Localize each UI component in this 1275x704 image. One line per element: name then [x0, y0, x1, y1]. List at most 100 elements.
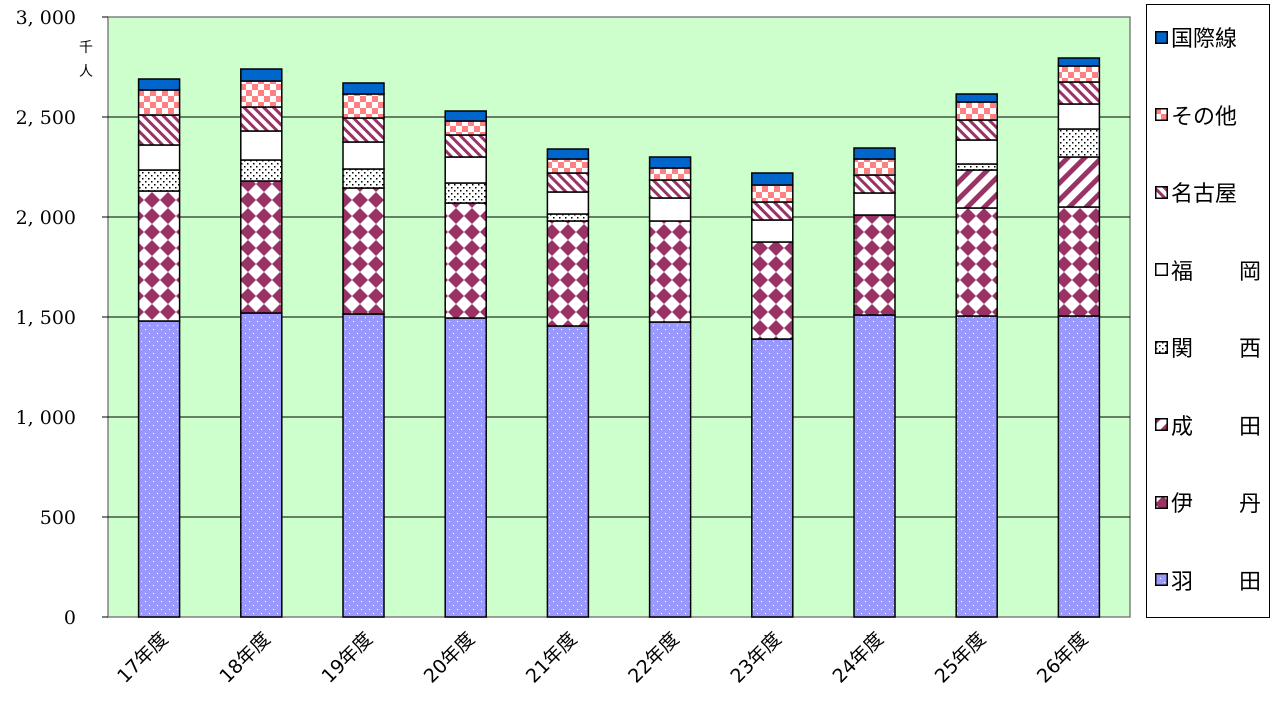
legend-swatch-international: [1155, 30, 1168, 44]
bar-international-9: [955, 93, 998, 103]
legend-label-narita: 成田: [1171, 414, 1261, 440]
bar-nagoya-6: [648, 179, 692, 199]
y-tick-label: 3, 000: [16, 7, 76, 29]
legend-item-international: 国際線: [1155, 22, 1261, 52]
bar-international-3: [342, 82, 385, 95]
bar-fukuoka-6: [648, 197, 692, 222]
bar-nagoya-5: [546, 172, 590, 193]
legend-swatch-itami: [1155, 495, 1168, 509]
legend-swatch-kansai: [1155, 340, 1168, 354]
x-axis: 17年度 18年度 19年度 20年度 21年度 22年度 23年度 24年度 25年度 26年度: [113, 628, 1092, 688]
legend-label-other: その他: [1171, 104, 1238, 130]
y-tick-label: 2, 000: [16, 207, 76, 229]
bar-kansai-3: [342, 168, 385, 189]
legend-label-kansai: 関西: [1171, 337, 1261, 362]
legend-label-haneda: 羽田: [1171, 569, 1261, 595]
bar-itami-9: [955, 207, 998, 317]
y-tick-label: 2, 500: [16, 107, 76, 129]
legend-item-haneda: 羽田: [1155, 565, 1261, 595]
unit-label-char-1: 千: [79, 40, 93, 56]
legend: 国際線その他名古屋福岡関西成田伊丹羽田: [1146, 4, 1270, 618]
x-tick-label: 21年度: [522, 628, 582, 688]
bar-other-4: [444, 120, 487, 136]
bar-international-2: [240, 68, 283, 82]
bar-haneda-2: [240, 312, 283, 618]
bar-itami-6: [648, 220, 692, 323]
legend-label-fukuoka: 福岡: [1171, 259, 1261, 285]
bar-other-7: [751, 184, 794, 203]
bar-kansai-4: [444, 182, 487, 204]
bar-haneda-1: [137, 320, 181, 618]
x-tick-label: 25年度: [931, 628, 991, 688]
bar-nagoya-9: [955, 119, 998, 141]
legend-swatch-fukuoka: [1155, 263, 1168, 276]
y-tick-label: 0: [64, 607, 76, 629]
x-tick-label: 24年度: [829, 628, 889, 688]
bar-nagoya-3: [342, 117, 385, 143]
bar-other-5: [546, 158, 590, 174]
bar-haneda-3: [342, 313, 385, 618]
bar-stack-8: [853, 147, 896, 618]
legend-item-other: その他: [1155, 100, 1261, 130]
bar-other-8: [853, 158, 896, 176]
bar-haneda-4: [444, 317, 487, 618]
bar-stack-4: [444, 110, 487, 618]
bar-itami-7: [751, 241, 794, 340]
x-tick-label: 17年度: [113, 628, 173, 688]
bar-nagoya-2: [240, 106, 283, 132]
bar-stack-2: [240, 68, 283, 618]
bar-fukuoka-7: [751, 219, 794, 243]
legend-swatch-narita: [1155, 418, 1168, 431]
bar-international-5: [546, 148, 590, 160]
bar-itami-8: [853, 214, 896, 316]
x-tick-label: 19年度: [318, 628, 378, 688]
bar-other-10: [1057, 65, 1101, 83]
legend-swatch-haneda: [1155, 573, 1168, 586]
bar-nagoya-1: [137, 114, 181, 146]
bar-itami-1: [137, 190, 181, 322]
legend-label-nagoya: 名古屋: [1171, 182, 1238, 207]
legend-item-itami: 伊丹: [1155, 487, 1261, 517]
bar-narita-9: [955, 169, 998, 209]
bar-stack-5: [546, 148, 590, 618]
x-tick-label: 20年度: [420, 628, 480, 688]
bar-international-10: [1057, 57, 1101, 67]
bar-fukuoka-10: [1057, 103, 1101, 130]
bar-stack-1: [137, 78, 181, 618]
bar-international-7: [751, 172, 794, 186]
bar-other-9: [955, 101, 998, 121]
bars: [137, 57, 1101, 618]
bar-international-4: [444, 110, 487, 122]
bar-international-6: [648, 156, 692, 169]
bar-fukuoka-1: [137, 144, 181, 171]
y-axis: 0 500 1, 000 1, 500 2, 000 2, 500 3, 000: [16, 7, 108, 629]
bar-stack-6: [648, 156, 692, 618]
bar-kansai-9: [955, 163, 998, 171]
bar-fukuoka-2: [240, 130, 283, 161]
bar-nagoya-8: [853, 174, 896, 194]
legend-item-kansai: 関西: [1155, 332, 1261, 362]
x-tick-label: 18年度: [215, 628, 275, 688]
bar-itami-5: [546, 220, 590, 327]
bar-international-8: [853, 147, 896, 160]
x-tick-label: 26年度: [1033, 628, 1093, 688]
bar-kansai-2: [240, 159, 283, 182]
unit-label-char-2: 人: [79, 64, 93, 80]
bar-haneda-8: [853, 314, 896, 618]
bar-stack-7: [751, 172, 794, 618]
bar-haneda-5: [546, 325, 590, 618]
x-tick-label: 22年度: [624, 628, 684, 688]
bar-other-2: [240, 80, 283, 108]
y-tick-label: 1, 500: [16, 307, 76, 329]
bar-itami-10: [1057, 206, 1101, 317]
bar-other-6: [648, 167, 692, 181]
bar-fukuoka-4: [444, 156, 487, 184]
bar-haneda-9: [955, 315, 998, 618]
bar-international-1: [137, 78, 181, 91]
legend-swatch-other: [1155, 108, 1168, 121]
legend-label-international: 国際線: [1171, 27, 1238, 52]
bar-stack-3: [342, 82, 385, 618]
bar-fukuoka-3: [342, 141, 385, 170]
x-tick-label: 23年度: [726, 628, 786, 688]
